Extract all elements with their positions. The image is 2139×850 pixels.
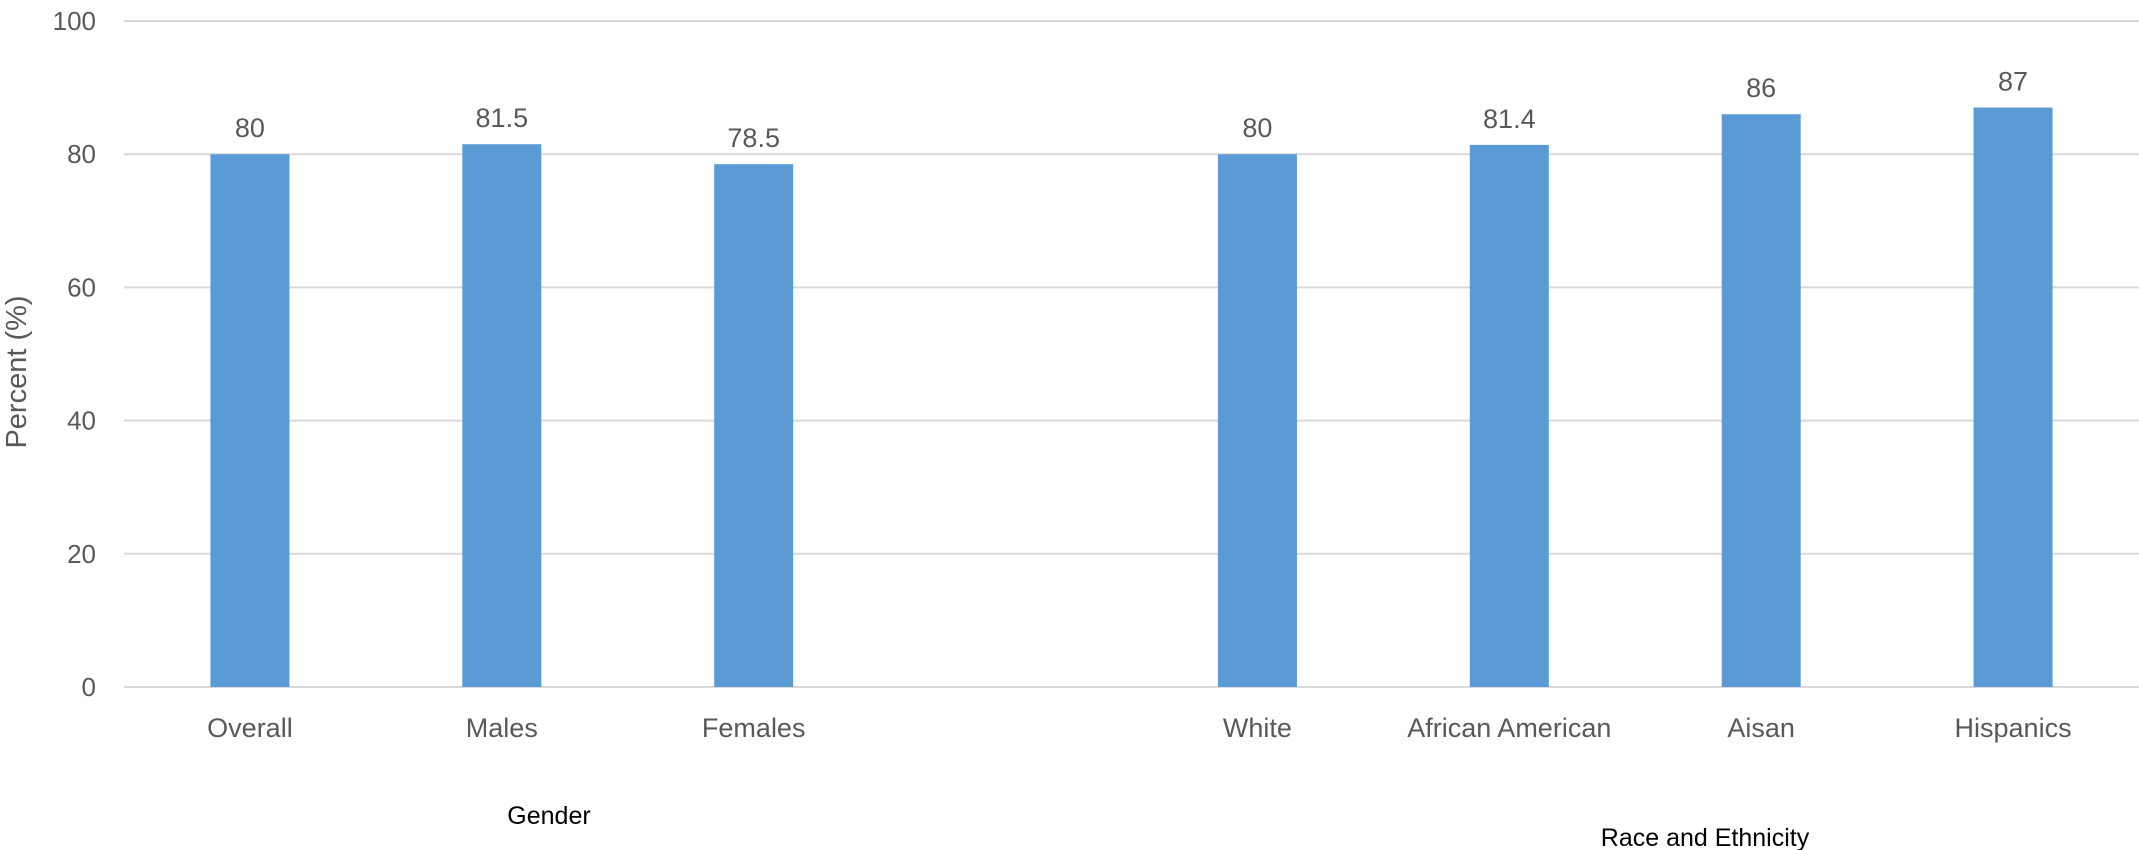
x-category-label: Overall — [207, 713, 293, 743]
bar — [1469, 144, 1549, 688]
bars — [210, 107, 2053, 688]
x-axis-categories: Overall Males Females White African American… — [207, 713, 2071, 743]
x-category-label: Hispanics — [1955, 713, 2072, 743]
y-tick-label: 0 — [82, 672, 96, 702]
x-category-label: Males — [466, 713, 538, 743]
bar — [462, 144, 542, 687]
group-label-race-ethnicity: Race and Ethnicity — [1601, 824, 1810, 850]
data-label: 78.5 — [727, 123, 780, 153]
data-label: 81.5 — [476, 103, 529, 133]
data-label: 80 — [235, 113, 265, 143]
data-label: 87 — [1998, 67, 2028, 97]
bar — [210, 154, 290, 687]
y-tick-label: 20 — [67, 539, 96, 569]
bar — [714, 164, 794, 687]
y-axis-ticks: 0 20 40 60 80 100 — [53, 6, 96, 702]
gridlines — [124, 20, 2139, 688]
data-label: 81.4 — [1483, 104, 1536, 134]
x-category-label: White — [1223, 713, 1292, 743]
data-labels: 80 81.5 78.5 80 81.4 86 87 — [235, 67, 2028, 154]
x-category-label: Aisan — [1727, 713, 1795, 743]
group-label-gender: Gender — [507, 802, 590, 830]
x-category-label: Females — [702, 713, 806, 743]
bar — [1217, 154, 1297, 687]
bar — [1973, 107, 2053, 687]
y-tick-label: 100 — [53, 6, 96, 36]
data-label: 80 — [1242, 113, 1272, 143]
y-tick-label: 60 — [67, 272, 96, 302]
y-tick-label: 80 — [67, 139, 96, 169]
bar — [1721, 114, 1801, 688]
y-axis-title: Percent (%) — [1, 295, 33, 448]
x-category-label: African American — [1407, 713, 1611, 743]
data-label: 86 — [1746, 73, 1776, 103]
y-tick-label: 40 — [67, 406, 96, 436]
